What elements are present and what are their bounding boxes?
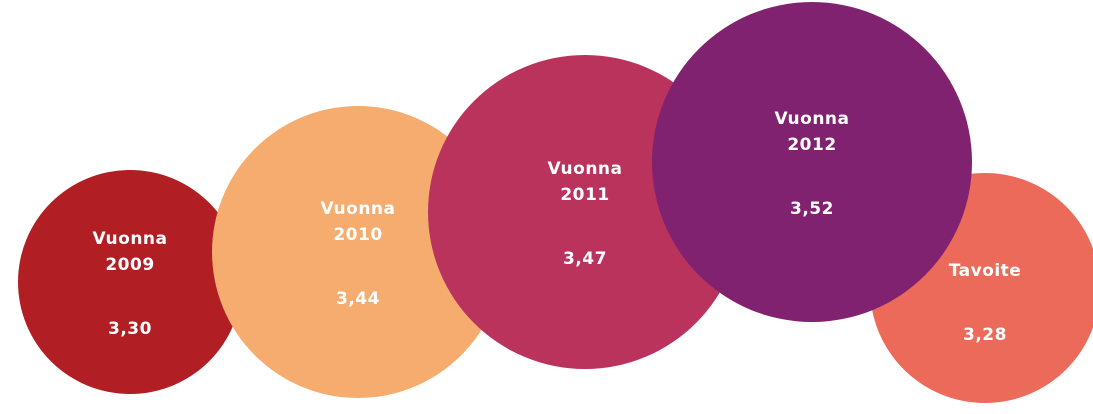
bubble xyxy=(652,2,972,322)
bubble-label: Tavoite xyxy=(948,261,1022,281)
bubble-label: Vuonna 2011 xyxy=(547,159,623,205)
bubble-label: Vuonna 2009 xyxy=(92,229,168,275)
bubble-label: Vuonna 2012 xyxy=(774,109,850,155)
bubble xyxy=(18,170,242,394)
bubble-label: Vuonna 2010 xyxy=(320,199,396,245)
bubble-value: 3,30 xyxy=(108,319,152,339)
bubble-value: 3,52 xyxy=(790,199,834,219)
bubble-value: 3,47 xyxy=(563,249,607,269)
bubble-value: 3,28 xyxy=(963,325,1007,345)
bubble-value: 3,44 xyxy=(336,289,380,309)
